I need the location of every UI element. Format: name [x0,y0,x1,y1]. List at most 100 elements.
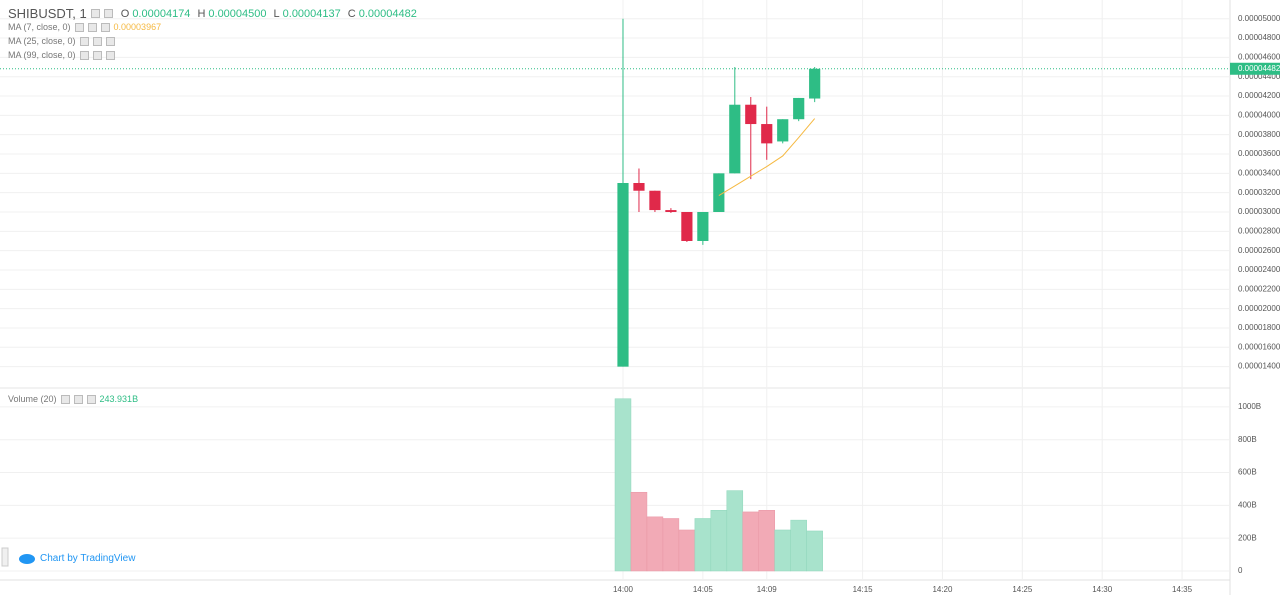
y-tick-label: 0.00001400 [1238,362,1280,371]
icon[interactable] [79,36,89,46]
icon[interactable] [73,394,83,404]
y-tick-label: 0.00004600 [1238,52,1280,61]
y-tick-label: 0.00003800 [1238,130,1280,139]
volume-bar [694,518,712,572]
candle-body [681,211,693,241]
indicator-row: MA (99, close, 0) [8,50,115,60]
symbol-header: SHIBUSDT, 1 O 0.00004174 H 0.00004500 L 0.000… [8,6,417,21]
volume-bar [742,511,760,572]
volume-tick-label: 1000B [1238,402,1261,411]
x-tick-label: 14:20 [932,585,953,594]
volume-name: Volume (20) [8,394,57,404]
y-tick-label: 0.00002000 [1238,304,1280,313]
volume-tick-label: 400B [1238,500,1257,509]
credit-text: Chart by TradingView [40,552,136,564]
indicator-name: MA (99, close, 0) [8,50,76,60]
x-tick-label: 14:09 [757,585,778,594]
volume-bar [678,529,696,572]
indicator-row: MA (25, close, 0) [8,36,115,46]
volume-bar [662,518,680,572]
y-tick-label: 0.00003400 [1238,168,1280,177]
volume-tick-label: 200B [1238,533,1257,542]
volume-bar [710,510,728,572]
volume-bar [774,529,791,572]
y-tick-label: 0.00003200 [1238,188,1280,197]
candle-body [809,68,821,99]
candle-body [633,183,645,191]
indicator-name: MA (25, close, 0) [8,36,76,46]
volume-bar [646,516,664,572]
x-tick-label: 14:30 [1092,585,1113,594]
candle-body [665,210,677,212]
volume-tick-label: 600B [1238,468,1257,477]
y-tick-label: 0.00001800 [1238,323,1280,332]
candle-body [713,173,725,212]
icon[interactable] [87,22,97,32]
icon[interactable] [105,50,115,60]
candle-body [729,104,741,174]
y-tick-label: 0.00004400 [1238,72,1280,81]
y-tick-label: 0.00001600 [1238,342,1280,351]
y-tick-label: 0.00002200 [1238,284,1280,293]
symbol-title: SHIBUSDT, 1 [8,6,87,21]
icon[interactable] [79,50,89,60]
icon[interactable] [86,394,96,404]
icon[interactable] [92,50,102,60]
y-tick-label: 0.00002800 [1238,226,1280,235]
icon[interactable] [103,9,113,18]
icon[interactable] [105,36,115,46]
ohlc-value: 0.00004174 [132,7,191,20]
last-price-tag [1230,62,1280,75]
candle-body [617,183,629,367]
indicator-row: MA (7, close, 0) 0.00003967 [8,22,161,32]
y-tick-label: 0.00002600 [1238,246,1280,255]
ohlc-legend: O 0.00004174 H 0.00004500 L 0.00004137 C 0.0000… [117,8,417,20]
ma-line [718,118,816,196]
volume-bar [614,398,632,572]
x-tick-label: 14:35 [1172,585,1193,594]
volume-tick-label: 0 [1238,566,1243,575]
candle-body [777,119,789,142]
y-tick-label: 0.00004000 [1238,110,1280,119]
volume-bar [790,519,807,572]
y-tick-label: 0.00004800 [1238,33,1280,42]
last-price-label: 0.00004482 [1238,64,1280,73]
x-tick-label: 14:05 [693,585,714,594]
icon[interactable] [92,36,102,46]
ohlc-value: 0.00004500 [208,7,267,20]
indicator-value: 0.00003967 [113,22,162,32]
volume-tick-label: 800B [1238,435,1257,444]
y-tick-label: 0.00002400 [1238,265,1280,274]
candle-body [761,124,773,144]
scroll-button[interactable] [1,547,9,567]
indicator-name: MA (7, close, 0) [8,22,71,32]
ohlc-value: 0.00004137 [282,7,341,20]
volume-bar [806,530,823,572]
candle-body [745,104,757,125]
candle-body [793,97,805,120]
logo [19,554,35,564]
y-tick-label: 0.00003600 [1238,149,1280,158]
ohlc-key: L [273,7,280,20]
icon[interactable] [60,394,70,404]
volume-bar [758,510,775,572]
icon[interactable] [90,9,100,18]
x-tick-label: 14:15 [853,585,874,594]
volume-bar [630,491,648,572]
x-tick-label: 14:00 [613,585,634,594]
ohlc-key: H [197,7,206,20]
volume-header: Volume (20) 243.931B [8,394,138,404]
credit[interactable]: Chart by TradingView [18,552,135,564]
y-tick-label: 0.00005000 [1238,14,1280,23]
candle-body [649,190,661,211]
icon[interactable] [74,22,84,32]
candle-body [697,211,709,241]
icon[interactable] [100,22,110,32]
y-tick-label: 0.00004200 [1238,91,1280,100]
ohlc-key: C [347,7,356,20]
y-tick-label: 0.00003000 [1238,207,1280,216]
volume-value: 243.931B [99,394,139,404]
volume-bar [726,490,744,572]
